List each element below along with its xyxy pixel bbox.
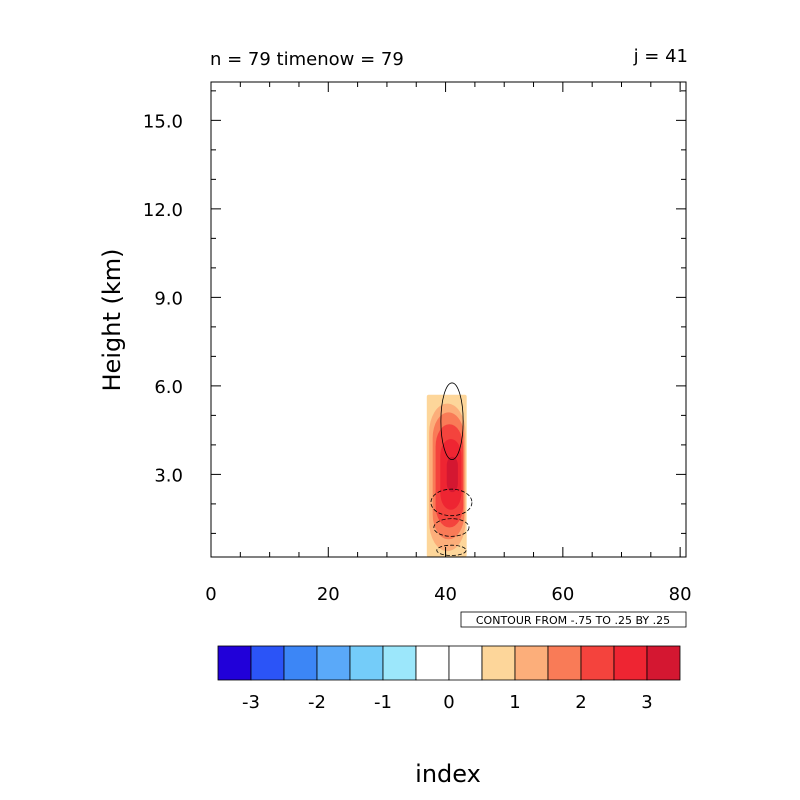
colorbar-swatch [481,645,516,681]
contour-line--0.25 [430,488,473,517]
x-tick-label: 40 [434,584,457,605]
colorbar-swatch [415,645,450,681]
contour-lines [430,382,473,556]
y-axis: 3.0 6.0 9.0 12.0 15.0 [143,90,686,534]
colorbar-tick-label: 1 [509,692,520,713]
colorbar-tick-label: 0 [443,692,454,713]
x-tick-label: 60 [551,584,574,605]
x-axis-label: index [415,760,481,788]
x-tick-label: 20 [317,584,340,605]
colorbar-swatch [580,645,615,681]
colorbar-tick-label: -2 [308,692,326,713]
y-tick-label: 12.0 [143,200,183,221]
contour-info-box [460,611,687,628]
colorbar-swatch [514,645,549,681]
colorbar-swatch [382,645,417,681]
colorbar-swatch [646,645,681,681]
colorbar-swatch [448,645,483,681]
filled-contours [426,394,467,557]
colorbar-tick-label: -3 [242,692,260,713]
y-tick-label: 6.0 [154,377,183,398]
colorbar-tick-label: 2 [575,692,586,713]
colorbar-swatch [283,645,318,681]
y-tick-label: 9.0 [154,288,183,309]
colorbar-swatch [547,645,582,681]
contour-info-text: CONTOUR FROM -.75 TO .25 BY .25 [476,614,670,627]
fill-level-3 [446,456,458,493]
colorbar-swatch [217,645,252,681]
title-right: j = 41 [633,46,688,67]
x-tick-label: 0 [205,584,216,605]
colorbar-swatch [316,645,351,681]
x-tick-label: 80 [669,584,692,605]
contour-line--0.75 [436,544,467,556]
colorbar-tick-label: 3 [641,692,652,713]
colorbar-swatch [250,645,285,681]
x-axis: 0 20 40 60 80 [205,82,692,605]
colorbar-swatch [349,645,384,681]
title-left: n = 79 timenow = 79 [210,49,404,70]
colorbar-tick-label: -1 [374,692,392,713]
colorbar-swatch [613,645,648,681]
y-tick-label: 3.0 [154,465,183,486]
contour-line--0.5 [433,518,470,537]
y-axis-label: Height (km) [98,249,126,392]
y-tick-label: 15.0 [143,111,183,132]
contour-line-0.25 [440,382,464,461]
colorbar: -3 -2 -1 0 1 2 3 [217,645,681,713]
plot-frame [210,81,687,558]
